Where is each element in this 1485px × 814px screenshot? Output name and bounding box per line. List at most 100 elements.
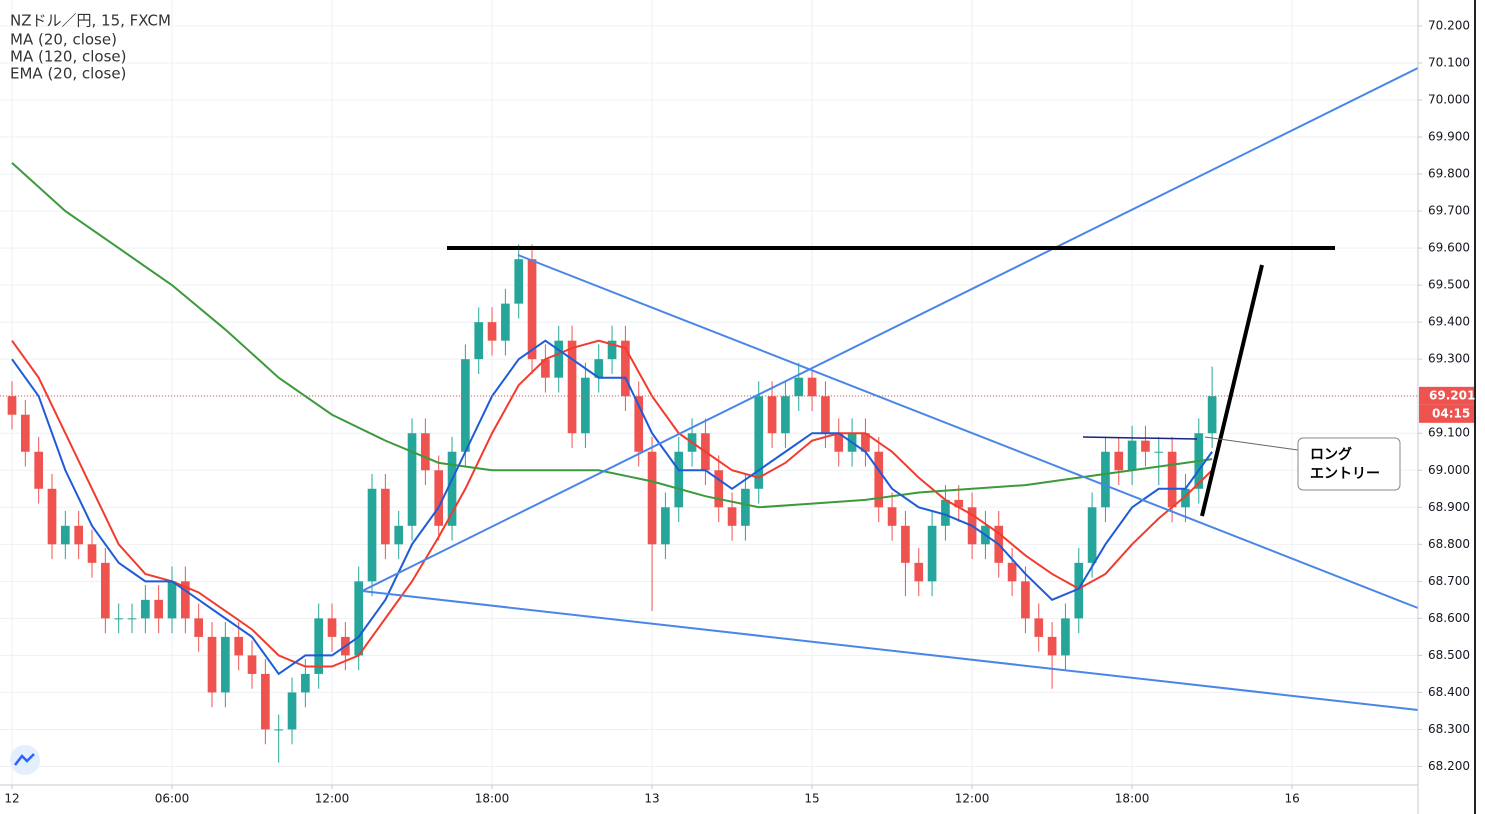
candle-body bbox=[487, 322, 497, 341]
candle-body bbox=[954, 499, 964, 508]
candle-body bbox=[1087, 507, 1097, 563]
candle-body bbox=[34, 451, 44, 489]
logo-mark bbox=[14, 753, 35, 766]
x-tick-label: 06:00 bbox=[155, 792, 190, 806]
trend-line bbox=[517, 254, 1419, 609]
y-tick-label: 70.000 bbox=[1428, 92, 1470, 106]
candle-body bbox=[754, 396, 764, 489]
candle-body bbox=[127, 618, 137, 620]
candle-body bbox=[167, 581, 177, 619]
y-tick-label: 69.700 bbox=[1428, 204, 1470, 218]
last-price-box bbox=[1419, 386, 1474, 405]
chart-title: NZドル／円, 15, FXCM bbox=[10, 12, 171, 30]
indicator-line bbox=[11, 339, 1213, 668]
legend-entry: MA (20, close) bbox=[10, 31, 117, 49]
candle-body bbox=[1007, 562, 1017, 582]
candle-body bbox=[501, 303, 510, 341]
candle-body bbox=[541, 359, 550, 378]
candle-body bbox=[914, 562, 924, 582]
candle-body bbox=[141, 599, 150, 619]
candle-body bbox=[47, 488, 57, 545]
candle-body bbox=[367, 488, 377, 582]
callout-pointer bbox=[1204, 436, 1299, 451]
candle-body bbox=[821, 396, 830, 434]
trend-line bbox=[1082, 436, 1198, 440]
callout-text: ロング bbox=[1310, 446, 1352, 463]
drawings: ロング エントリー bbox=[361, 67, 1419, 711]
countdown-box bbox=[1419, 404, 1474, 423]
y-tick-label: 69.400 bbox=[1428, 315, 1470, 329]
y-tick-label: 69.100 bbox=[1428, 426, 1470, 440]
candle-body bbox=[221, 636, 230, 693]
callout-text: エントリー bbox=[1310, 466, 1380, 482]
candle-body bbox=[794, 377, 804, 397]
trend-line bbox=[361, 590, 1419, 711]
y-tick-label: 69.500 bbox=[1428, 278, 1470, 292]
candle-body bbox=[381, 488, 390, 545]
candle-body bbox=[1167, 451, 1177, 508]
candle-body bbox=[181, 581, 190, 619]
candle-body bbox=[941, 499, 950, 526]
candle-body bbox=[1101, 451, 1110, 508]
candle-body bbox=[1061, 618, 1070, 656]
candle-body bbox=[861, 433, 870, 452]
x-tick-label: 12:00 bbox=[955, 792, 990, 806]
candle-body bbox=[474, 322, 484, 360]
indicator-line bbox=[11, 339, 1213, 676]
candle-body bbox=[301, 673, 310, 693]
legend-entry: MA (120, close) bbox=[10, 48, 126, 66]
plot bbox=[0, 162, 1418, 763]
candle-body bbox=[674, 451, 684, 508]
countdown-label: 04:15 bbox=[1432, 406, 1470, 420]
candle-body bbox=[514, 259, 524, 304]
y-tick-label: 68.500 bbox=[1428, 648, 1470, 662]
candle-body bbox=[594, 359, 604, 378]
candle-body bbox=[834, 433, 844, 452]
candle-body bbox=[1021, 581, 1030, 619]
x-tick-label: 18:00 bbox=[1115, 792, 1150, 806]
candle-body bbox=[727, 507, 737, 526]
x-tick-label: 18:00 bbox=[475, 792, 510, 806]
candle-body bbox=[447, 451, 457, 526]
candle-body bbox=[927, 525, 937, 582]
candle-body bbox=[1114, 451, 1124, 471]
candle-body bbox=[1181, 488, 1190, 508]
x-tick-label: 13 bbox=[644, 792, 659, 806]
logo bbox=[10, 745, 40, 775]
candle-body bbox=[261, 673, 270, 730]
candle-body bbox=[407, 433, 417, 526]
candle-body bbox=[781, 396, 790, 434]
candle-body bbox=[581, 377, 590, 434]
y-tick-label: 69.300 bbox=[1428, 352, 1470, 366]
candle-body bbox=[554, 340, 564, 378]
candle-body bbox=[354, 581, 364, 656]
candle-body bbox=[394, 525, 404, 545]
candle-body bbox=[1034, 618, 1044, 637]
candle-body bbox=[461, 359, 470, 452]
y-tick-label: 68.300 bbox=[1428, 722, 1470, 736]
candle-body bbox=[661, 507, 670, 545]
candle-body bbox=[714, 470, 724, 508]
candle-body bbox=[314, 618, 324, 674]
y-tick-label: 70.100 bbox=[1428, 55, 1470, 69]
candle-body bbox=[741, 488, 750, 526]
y-tick-label: 68.700 bbox=[1428, 574, 1470, 588]
candle-body bbox=[194, 618, 204, 637]
last-price-label: 69.201 bbox=[1429, 388, 1475, 402]
candle-body bbox=[434, 470, 444, 526]
candle-body bbox=[154, 599, 164, 619]
candle-body bbox=[807, 377, 817, 397]
candle-body bbox=[234, 636, 244, 656]
y-tick-label: 69.800 bbox=[1428, 167, 1470, 181]
candle-body bbox=[207, 636, 217, 693]
legend-entry: EMA (20, close) bbox=[10, 65, 126, 83]
axes: 68.200 68.300 68.400 68.500 68.600 68.700 68.8… bbox=[4, 18, 1475, 805]
candle-body bbox=[1141, 440, 1150, 452]
y-tick-label: 69.600 bbox=[1428, 241, 1470, 255]
candle-body bbox=[101, 562, 110, 619]
candle-body bbox=[274, 729, 284, 731]
arrow-line bbox=[1200, 264, 1264, 517]
candle-body bbox=[621, 340, 630, 397]
